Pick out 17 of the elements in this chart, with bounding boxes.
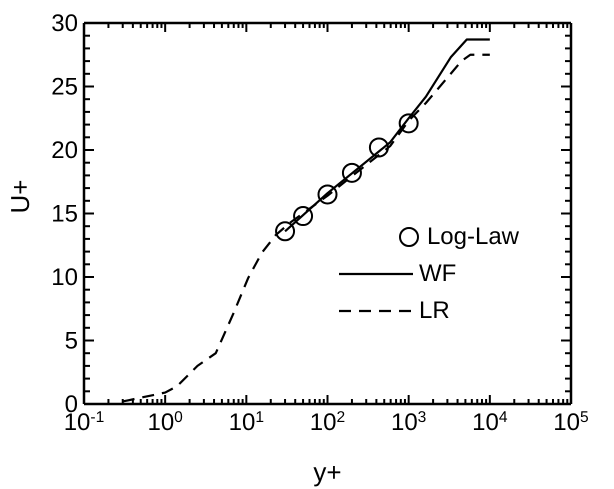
legend-label: LR bbox=[419, 296, 451, 326]
x-tick-label: 10$^{0}$ bbox=[147, 408, 184, 436]
y-tick-label: 30 bbox=[51, 10, 78, 37]
y-tick-label: 5 bbox=[64, 328, 78, 354]
x-tick-label: 10$^{3}$ bbox=[390, 408, 426, 436]
legend-label: Log-Law bbox=[426, 222, 519, 252]
y-tick-label: 15 bbox=[51, 200, 78, 228]
x-tick-label: 10$^{2}$ bbox=[310, 408, 346, 436]
y-tick-label: 10 bbox=[51, 264, 78, 291]
legend-label: WF bbox=[419, 259, 458, 289]
y-axis-title: U+ bbox=[5, 180, 36, 214]
y-tick-label: 20 bbox=[51, 137, 78, 164]
x-tick-label: 10$^{5}$ bbox=[553, 408, 590, 436]
x-axis-title: y+ bbox=[313, 457, 342, 487]
x-tick-label: 10$^{1}$ bbox=[228, 408, 264, 436]
x-tick-label: 10$^{4}$ bbox=[472, 408, 508, 436]
y-tick-label: 25 bbox=[51, 74, 78, 100]
